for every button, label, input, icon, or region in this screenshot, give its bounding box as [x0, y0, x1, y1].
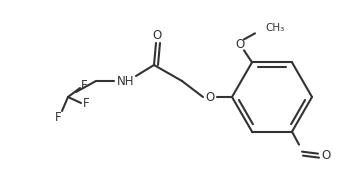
Text: CH₃: CH₃: [265, 23, 284, 33]
Text: F: F: [81, 78, 87, 92]
Text: F: F: [55, 110, 61, 124]
Text: O: O: [235, 38, 245, 51]
Text: O: O: [152, 28, 162, 41]
Text: O: O: [205, 90, 215, 103]
Text: NH: NH: [117, 75, 135, 88]
Text: O: O: [321, 149, 331, 162]
Text: F: F: [83, 97, 89, 110]
